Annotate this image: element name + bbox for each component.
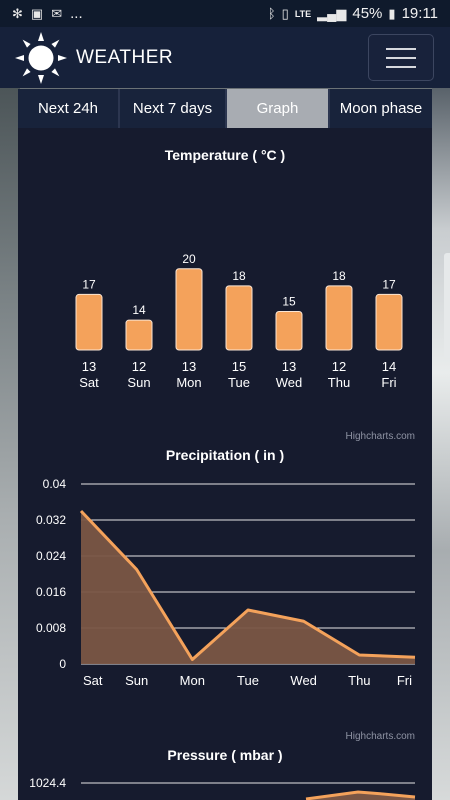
temperature-chart-title: Temperature ( °C ) bbox=[164, 147, 286, 163]
pressure-chart: 1024.4 bbox=[29, 776, 416, 800]
temperature-bar bbox=[375, 293, 403, 351]
menu-line-icon bbox=[386, 56, 416, 59]
temperature-chart: 1713Sat1412Sun2013Mon1815Tue1513Wed1812T… bbox=[75, 252, 403, 390]
x-tick-day-name: Sat bbox=[79, 375, 99, 390]
menu-line-icon bbox=[386, 47, 416, 50]
tab-moon-phase[interactable]: Moon phase bbox=[330, 89, 432, 128]
precipitation-area bbox=[81, 511, 415, 664]
x-tick-label: Mon bbox=[180, 673, 205, 688]
x-tick-day-number: 15 bbox=[232, 359, 246, 374]
tab-next-24h[interactable]: Next 24h bbox=[18, 89, 120, 128]
temperature-bar bbox=[275, 311, 303, 351]
temperature-bar bbox=[225, 285, 253, 351]
highcharts-credit[interactable]: Highcharts.com bbox=[345, 431, 415, 442]
temperature-data-label: 18 bbox=[232, 269, 246, 283]
temperature-bar bbox=[125, 319, 153, 351]
pressure-chart-title: Pressure ( mbar ) bbox=[167, 747, 283, 763]
temperature-data-label: 14 bbox=[132, 303, 146, 317]
temperature-bar bbox=[175, 268, 203, 351]
temperature-data-label: 20 bbox=[182, 252, 196, 266]
x-tick-label: Thu bbox=[348, 673, 370, 688]
x-tick-day-number: 14 bbox=[382, 359, 396, 374]
y-tick-label: 0.008 bbox=[36, 621, 66, 635]
x-tick-day-number: 13 bbox=[182, 359, 196, 374]
temperature-data-label: 17 bbox=[82, 277, 96, 291]
pressure-area bbox=[306, 792, 415, 800]
temperature-data-label: 15 bbox=[282, 295, 296, 309]
temperature-bar bbox=[325, 285, 353, 351]
battery-icon: ▮ bbox=[388, 5, 396, 21]
pressure-line bbox=[305, 790, 416, 800]
highcharts-credit[interactable]: Highcharts.com bbox=[345, 731, 415, 742]
y-tick-label: 0.016 bbox=[36, 585, 66, 599]
x-tick-label: Fri bbox=[397, 673, 412, 688]
edge-panel-handle[interactable] bbox=[444, 253, 450, 358]
more-notifications: ... bbox=[70, 5, 83, 22]
temperature-bar bbox=[75, 293, 103, 351]
x-tick-day-name: Tue bbox=[228, 375, 250, 390]
signal-icon: ▂▄▆ bbox=[317, 5, 347, 21]
tab-graph[interactable]: Graph bbox=[227, 89, 330, 128]
x-tick-day-name: Thu bbox=[328, 375, 350, 390]
y-tick-label: 0.024 bbox=[36, 549, 66, 563]
x-tick-day-name: Sun bbox=[127, 375, 150, 390]
clock: 19:11 bbox=[401, 5, 438, 22]
x-tick-day-number: 12 bbox=[332, 359, 346, 374]
mail-icon: ✉ bbox=[51, 5, 63, 21]
precipitation-chart-title: Precipitation ( in ) bbox=[165, 447, 285, 463]
x-tick-day-name: Wed bbox=[276, 375, 303, 390]
temperature-data-label: 18 bbox=[332, 269, 346, 283]
background-left-edge bbox=[0, 88, 20, 800]
menu-line-icon bbox=[386, 65, 416, 68]
hamburger-menu-button[interactable] bbox=[368, 34, 434, 81]
tab-bar: Next 24h Next 7 days Graph Moon phase bbox=[18, 89, 432, 128]
sun-icon bbox=[15, 31, 67, 84]
x-tick-day-name: Fri bbox=[381, 375, 396, 390]
x-tick-label: Sat bbox=[83, 673, 103, 688]
y-tick-label: 0 bbox=[59, 657, 66, 671]
battery-percent: 45% bbox=[352, 5, 383, 22]
y-tick-label: 1024.4 bbox=[29, 776, 66, 790]
status-bar: ✻ ▣ ✉ ... ᛒ ▯ LTE ▂▄▆ 45% ▮ 19:11 bbox=[0, 0, 450, 27]
precipitation-line bbox=[79, 509, 416, 661]
x-tick-label: Tue bbox=[237, 673, 259, 688]
x-tick-day-number: 13 bbox=[82, 359, 96, 374]
background-right-edge bbox=[432, 88, 450, 800]
y-tick-label: 0.032 bbox=[36, 513, 66, 527]
y-tick-label: 0.04 bbox=[43, 477, 67, 491]
x-tick-day-name: Mon bbox=[176, 375, 201, 390]
vibrate-icon: ▯ bbox=[281, 5, 289, 21]
tab-next-7-days[interactable]: Next 7 days bbox=[120, 89, 227, 128]
precipitation-chart: 0 0.008 0.016 0.024 0.032 0.04 Sat Sun Mon Tue Wed… bbox=[36, 477, 416, 688]
lte-icon: LTE bbox=[294, 8, 312, 19]
x-tick-label: Wed bbox=[290, 673, 317, 688]
temperature-data-label: 17 bbox=[382, 277, 396, 291]
app-title: WEATHER bbox=[76, 46, 174, 68]
bluetooth-icon: ᛒ bbox=[267, 6, 276, 21]
x-tick-label: Sun bbox=[125, 673, 148, 688]
app-bar: WEATHER bbox=[0, 27, 450, 88]
x-tick-day-number: 12 bbox=[132, 359, 146, 374]
fan-icon: ✻ bbox=[12, 5, 23, 21]
x-tick-day-number: 13 bbox=[282, 359, 296, 374]
image-icon: ▣ bbox=[30, 5, 44, 21]
graph-panel: Temperature ( °C ) 17 13 Sat 14 12 Sun 20 13 Mon… bbox=[18, 128, 432, 800]
